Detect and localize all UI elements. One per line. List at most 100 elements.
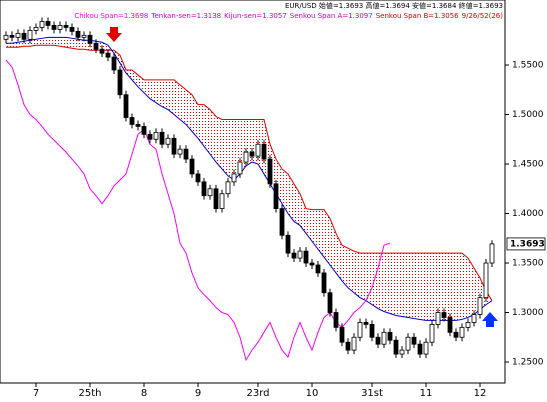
candle-body	[147, 133, 153, 140]
x-tick-label: 9	[195, 388, 201, 399]
candle-body	[447, 317, 453, 333]
candle-body	[375, 336, 381, 345]
candle-body	[51, 25, 57, 30]
candle-body	[111, 56, 117, 71]
candle-body	[231, 173, 237, 183]
candle-body	[477, 297, 483, 315]
candle-body	[105, 52, 111, 58]
candle-body	[453, 331, 459, 338]
x-tick-label: 8	[141, 388, 147, 399]
candle-body	[183, 148, 189, 160]
candle-body	[369, 323, 375, 338]
candle-body	[93, 42, 99, 50]
candle-body	[399, 349, 405, 355]
candle-body	[261, 143, 267, 160]
candle-body	[255, 143, 261, 157]
candle-body	[315, 264, 321, 274]
candle-body	[27, 29, 33, 40]
candle-body	[243, 151, 249, 163]
candle-body	[213, 188, 219, 209]
candle-body	[129, 117, 135, 125]
candle-body	[153, 131, 159, 140]
indicator-legend: Chikou Span=1.3698 Tenkan-sen=1.3138 Kijun…	[74, 12, 503, 20]
candle-body	[207, 188, 213, 197]
candle-body	[471, 314, 477, 323]
candle-body	[237, 161, 243, 175]
candle-body	[225, 181, 231, 195]
candle-body	[279, 208, 285, 236]
candle-body	[363, 322, 369, 325]
buy-arrow	[482, 312, 498, 327]
candle-body	[423, 341, 429, 355]
plot-frame	[0, 0, 506, 384]
candle-body	[465, 322, 471, 328]
candle-body	[117, 69, 123, 96]
indicator-label: Tenkan-sen=1.3138	[150, 12, 221, 20]
candle-body	[333, 312, 339, 328]
candle-body	[291, 252, 297, 259]
indicator-label: Chikou Span=1.3698	[74, 12, 148, 20]
x-tick-label: 11	[420, 388, 433, 399]
candle-body	[249, 151, 255, 157]
x-tick-label: 23rd	[246, 388, 269, 399]
candle-body	[69, 27, 75, 32]
y-tick-label: 1.3500	[512, 259, 544, 269]
sell-arrow	[106, 27, 122, 42]
candle-body	[345, 341, 351, 351]
candle-body	[87, 34, 93, 44]
x-tick-label: 31st	[361, 388, 383, 399]
candle-body	[489, 243, 495, 264]
last-price-label: 1.3693	[510, 239, 545, 249]
candle-body	[189, 158, 195, 175]
candle-body	[405, 336, 411, 351]
candle-body	[441, 312, 447, 318]
candle-body	[429, 323, 435, 343]
candle-body	[21, 32, 27, 40]
candle-body	[39, 21, 45, 28]
last-price-box	[506, 237, 546, 251]
candle-body	[459, 326, 465, 338]
candle-body	[417, 343, 423, 355]
y-tick-label: 1.5500	[512, 61, 544, 71]
candle-body	[15, 32, 21, 38]
x-tick-label: 7	[33, 388, 39, 399]
candle-body	[387, 331, 393, 341]
y-tick-label: 1.5000	[512, 110, 544, 120]
candle-body	[285, 234, 291, 254]
x-tick-label: 10	[306, 388, 319, 399]
candle-body	[309, 262, 315, 266]
indicator-line	[5, 59, 391, 362]
candle-body	[393, 339, 399, 355]
y-tick-label: 1.4500	[512, 160, 544, 170]
candle-body	[99, 48, 105, 54]
candle-body	[321, 272, 327, 294]
candle-body	[3, 34, 9, 40]
indicator-label: Senkou Span A=1.3097	[290, 12, 373, 20]
candle-body	[33, 27, 39, 31]
y-tick-label: 1.3000	[512, 308, 544, 318]
candle-body	[135, 124, 141, 127]
candle-body	[483, 262, 489, 299]
x-tick-label: 25th	[79, 388, 102, 399]
candle-body	[201, 181, 207, 197]
chart-title: EUR/USD 始値=1.3693 高値=1.3694 安値=1.3684 終値…	[285, 1, 503, 10]
indicator-line	[6, 44, 493, 301]
candle-body	[411, 336, 417, 345]
indicator-label: Senkou Span B=1.3056	[376, 12, 459, 20]
x-tick-label: 12	[474, 388, 487, 399]
candle-body	[267, 158, 273, 185]
candle-body	[381, 331, 387, 345]
y-tick-label: 1.2500	[512, 358, 544, 368]
candle-body	[165, 137, 171, 145]
indicator-label: 9/26/52(26)	[462, 12, 504, 20]
candle-body	[327, 292, 333, 313]
candle-body	[273, 183, 279, 209]
candle-body	[297, 250, 303, 259]
candle-body	[219, 193, 225, 209]
candle-body	[141, 126, 147, 135]
candle-body	[357, 322, 363, 338]
candle-body	[177, 148, 183, 155]
candle-body	[123, 94, 129, 118]
candle-body	[75, 30, 81, 38]
